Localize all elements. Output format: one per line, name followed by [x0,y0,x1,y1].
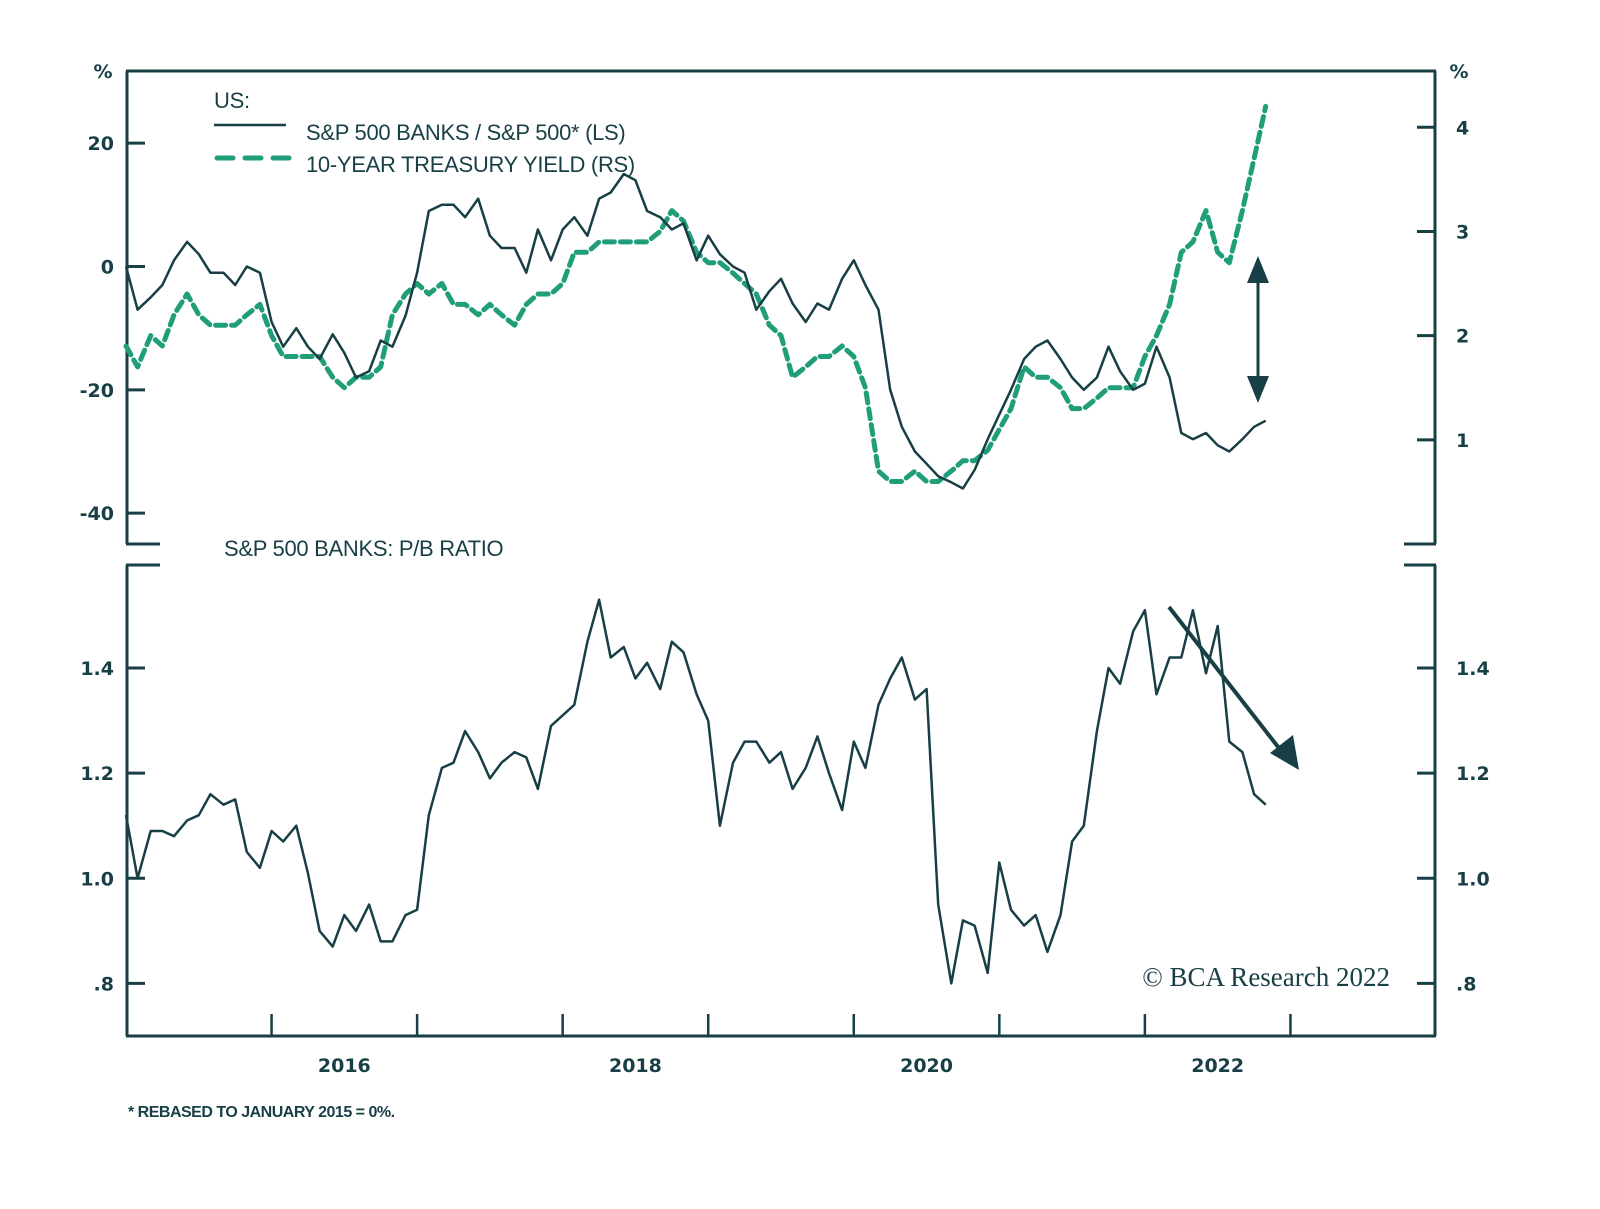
arrow-head-down [1247,376,1269,403]
arrow-head-down-right [1270,735,1299,770]
legend-title: US: [214,88,250,113]
x-axis-tick-label: 2018 [609,1055,662,1077]
x-axis-tick-label: 2022 [1191,1055,1244,1077]
series-line-s-p-500-banks-s-p-500-ls [124,172,1267,490]
left-axis-tick-label: -20 [80,380,114,402]
footnote: * REBASED TO JANUARY 2015 = 0%. [128,1104,395,1121]
x-axis-tick-label: 2020 [900,1055,953,1077]
left-axis-tick-label: .8 [94,973,114,995]
left-axis-tick-label: 1.0 [80,868,114,890]
arrow-head-up [1247,256,1269,283]
right-axis-tick-label: 2 [1456,326,1469,348]
downtrend-arrow-annotation [1167,605,1299,770]
legend: US: S&P 500 BANKS / S&P 500* (LS) 10-YEA… [214,88,635,177]
left-axis-tick-label: 1.2 [80,763,114,785]
right-axis-tick-label: 1 [1456,430,1469,452]
left-axis-tick-label: 20 [88,133,114,155]
right-axis-tick-label: 1.0 [1456,868,1490,890]
left-axis-tick-label: 1.4 [80,658,114,680]
x-axis-tick-label: 2016 [318,1055,371,1077]
right-axis-tick-label: 1.2 [1456,763,1490,785]
series-line-10-year-treasury-yield-rs [123,103,1269,484]
top-panel: 20 0 -20 -40 4 3 2 1 % % US: S&P 500 BANKS / S… [80,61,1469,546]
right-unit-label: % [1449,61,1468,83]
bottom-panel: S&P 500 BANKS: P/B RATIO 1.4 1.2 1.0 .8 1.4… [80,536,1489,1077]
bottom-panel-title: S&P 500 BANKS: P/B RATIO [224,536,504,561]
right-axis-tick-label: 1.4 [1456,658,1490,680]
series-line-s-p-500-banks-p-b-ratio [124,598,1267,985]
left-axis-tick-label: -40 [80,503,114,525]
right-axis-tick-label: 4 [1456,117,1469,139]
right-axis-tick-label: 3 [1456,221,1469,243]
legend-dashed-label: 10-YEAR TREASURY YIELD (RS) [306,152,635,177]
legend-solid-label: S&P 500 BANKS / S&P 500* (LS) [306,120,625,145]
left-axis-tick-label: 0 [101,256,114,278]
divergence-arrow-annotation [1247,256,1269,403]
left-unit-label: % [93,61,112,83]
copyright: © BCA Research 2022 [1142,962,1390,992]
right-axis-tick-label: .8 [1456,973,1476,995]
